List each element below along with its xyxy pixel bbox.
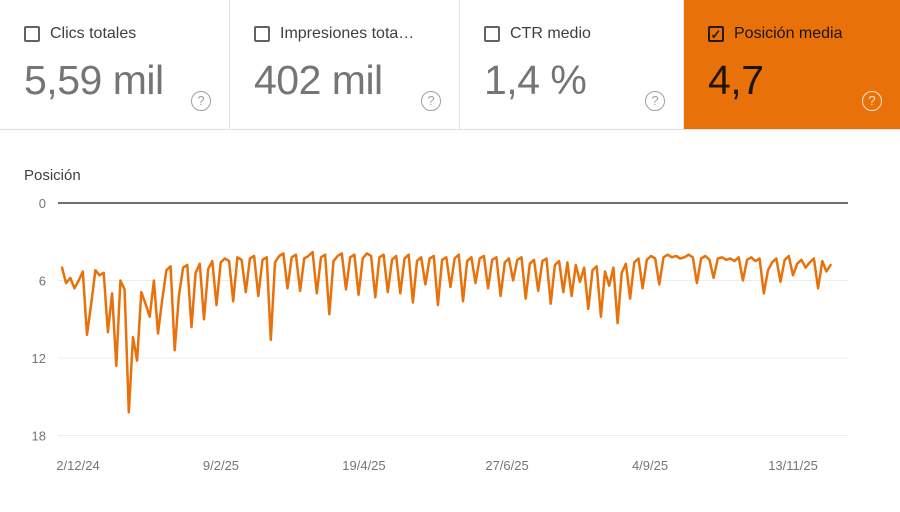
x-axis-tick-label: 9/2/25 — [203, 458, 239, 473]
metric-cards-row: Clics totales 5,59 mil ? Impresiones tot… — [0, 0, 900, 130]
average-ctr-label: CTR medio — [510, 25, 591, 42]
card-average-position[interactable]: ✓ Posición media 4,7 ? — [684, 0, 900, 129]
x-axis-tick-label: 2/12/24 — [56, 458, 99, 473]
card-average-position-header: ✓ Posición media — [708, 25, 900, 43]
average-position-value: 4,7 — [708, 57, 764, 103]
help-icon[interactable]: ? — [421, 91, 441, 111]
total-clicks-label: Clics totales — [50, 25, 137, 42]
y-axis-tick-label: 0 — [39, 196, 46, 211]
average-ctr-checkbox[interactable] — [484, 26, 500, 42]
card-total-impressions[interactable]: Impresiones tota… 402 mil ? — [230, 0, 460, 129]
help-icon[interactable]: ? — [645, 91, 665, 111]
average-position-series-line — [60, 250, 832, 414]
card-average-ctr-header: CTR medio — [484, 25, 683, 43]
x-axis-tick-label: 19/4/25 — [342, 458, 385, 473]
average-ctr-value: 1,4 % — [484, 57, 587, 103]
card-total-impressions-header: Impresiones tota… — [254, 25, 459, 43]
y-axis-tick-label: 6 — [39, 274, 46, 289]
help-icon[interactable]: ? — [862, 91, 882, 111]
total-impressions-value: 402 mil — [254, 57, 383, 103]
x-axis-tick-label: 13/11/25 — [768, 458, 818, 473]
total-impressions-checkbox[interactable] — [254, 26, 270, 42]
position-line-chart[interactable]: 0 6 12 18 2/12/24 9/2/25 19/4/25 27/6/25 4/9/25 1… — [0, 180, 900, 512]
card-average-ctr[interactable]: CTR medio 1,4 % ? — [460, 0, 684, 129]
chart-y-axis-title: Posición — [24, 167, 81, 184]
total-clicks-checkbox[interactable] — [24, 26, 40, 42]
y-axis-tick-label: 12 — [32, 351, 46, 366]
average-position-checkbox[interactable]: ✓ — [708, 26, 724, 42]
card-total-clicks[interactable]: Clics totales 5,59 mil ? — [0, 0, 230, 129]
help-icon[interactable]: ? — [191, 91, 211, 111]
x-axis-tick-label: 4/9/25 — [632, 458, 668, 473]
card-total-clicks-header: Clics totales — [24, 25, 229, 43]
y-axis-tick-label: 18 — [32, 429, 46, 444]
total-clicks-value: 5,59 mil — [24, 57, 164, 103]
x-axis-tick-label: 27/6/25 — [485, 458, 528, 473]
total-impressions-label: Impresiones tota… — [280, 25, 415, 42]
average-position-label: Posición media — [734, 25, 843, 42]
